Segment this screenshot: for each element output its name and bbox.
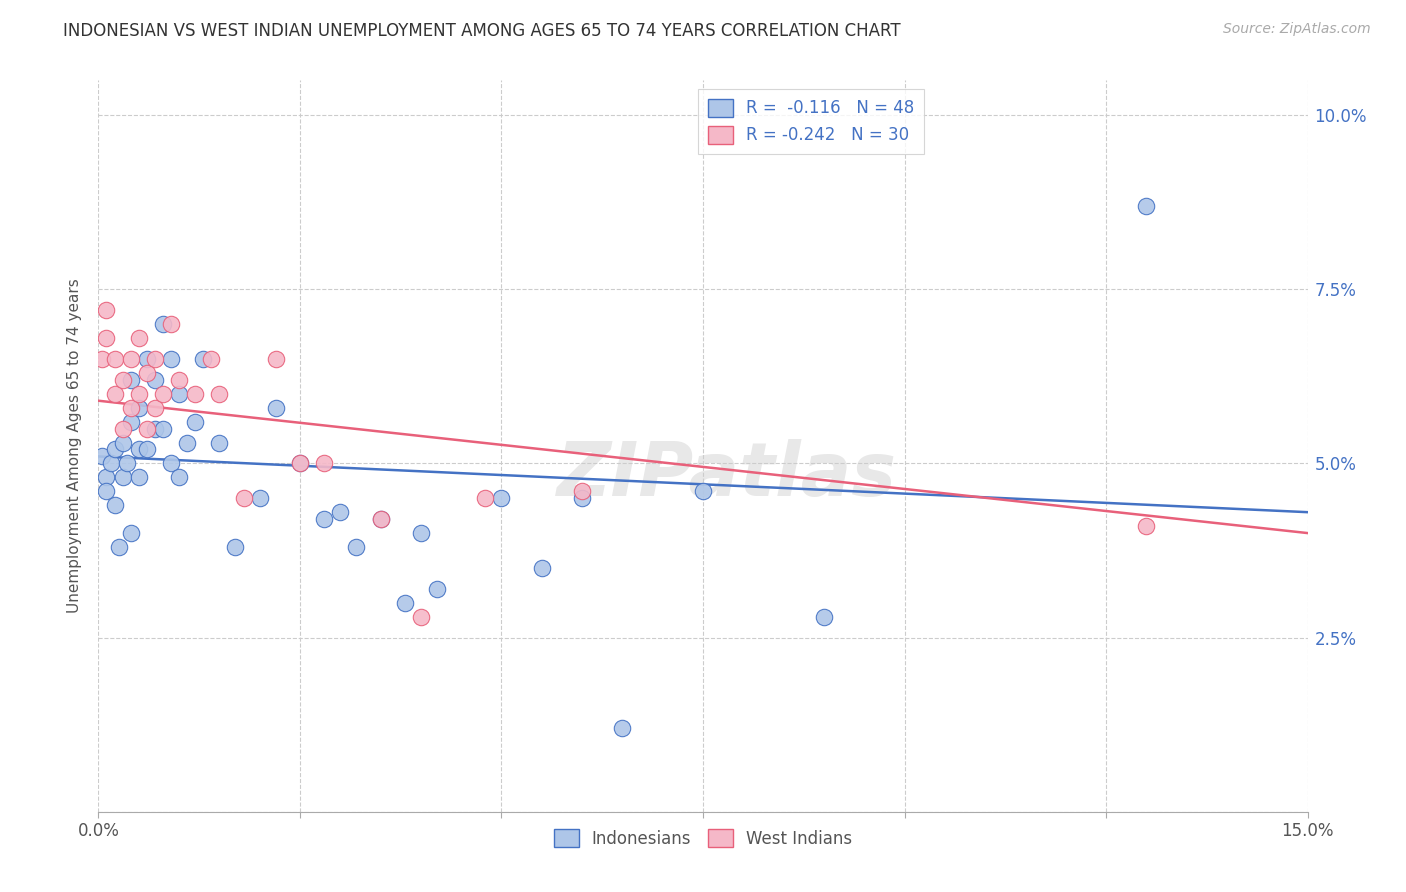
Point [208, 435, 231, 450]
Point [612, 721, 634, 735]
Point [107, 540, 129, 554]
Point [314, 457, 336, 471]
Point [288, 457, 311, 471]
Point [152, 421, 174, 435]
Point [264, 401, 287, 415]
Point [184, 386, 207, 401]
Point [111, 421, 134, 435]
Point [426, 582, 449, 596]
Point [120, 401, 142, 415]
Point [232, 491, 254, 506]
Point [152, 386, 174, 401]
Point [249, 491, 271, 506]
Point [120, 373, 142, 387]
Point [91, 450, 114, 464]
Point [692, 484, 714, 499]
Point [143, 401, 166, 415]
Point [120, 351, 142, 366]
Y-axis label: Unemployment Among Ages 65 to 74 years: Unemployment Among Ages 65 to 74 years [67, 278, 83, 614]
Point [1135, 519, 1157, 533]
Point [128, 331, 150, 345]
Point [176, 435, 198, 450]
Point [128, 386, 150, 401]
Point [103, 442, 125, 457]
Point [96, 470, 118, 484]
Point [224, 540, 246, 554]
Point [160, 351, 183, 366]
Point [264, 351, 287, 366]
Point [160, 317, 183, 331]
Legend: Indonesians, West Indians: Indonesians, West Indians [547, 822, 859, 855]
Point [128, 442, 150, 457]
Point [128, 470, 150, 484]
Point [135, 366, 157, 380]
Point [1135, 199, 1157, 213]
Point [115, 457, 138, 471]
Point [135, 351, 157, 366]
Point [167, 386, 190, 401]
Point [314, 512, 336, 526]
Point [208, 386, 231, 401]
Point [135, 442, 157, 457]
Point [100, 457, 122, 471]
Point [193, 351, 215, 366]
Point [813, 609, 835, 624]
Point [135, 421, 157, 435]
Point [200, 351, 222, 366]
Point [394, 596, 416, 610]
Point [103, 386, 125, 401]
Point [120, 415, 142, 429]
Point [370, 512, 392, 526]
Text: ZIPatlas: ZIPatlas [557, 439, 897, 512]
Point [143, 351, 166, 366]
Point [96, 331, 118, 345]
Point [370, 512, 392, 526]
Point [91, 351, 114, 366]
Point [571, 484, 593, 499]
Point [409, 609, 432, 624]
Point [329, 505, 352, 519]
Point [571, 491, 593, 506]
Point [128, 401, 150, 415]
Point [103, 351, 125, 366]
Point [344, 540, 367, 554]
Point [111, 435, 134, 450]
Text: INDONESIAN VS WEST INDIAN UNEMPLOYMENT AMONG AGES 65 TO 74 YEARS CORRELATION CHA: INDONESIAN VS WEST INDIAN UNEMPLOYMENT A… [63, 22, 901, 40]
Point [96, 303, 118, 318]
Point [409, 526, 432, 541]
Point [103, 498, 125, 512]
Point [288, 457, 311, 471]
Point [111, 373, 134, 387]
Point [111, 470, 134, 484]
Point [152, 317, 174, 331]
Point [530, 561, 553, 575]
Point [160, 457, 183, 471]
Point [96, 484, 118, 499]
Point [184, 415, 207, 429]
Point [143, 373, 166, 387]
Point [474, 491, 496, 506]
Point [143, 421, 166, 435]
Text: Source: ZipAtlas.com: Source: ZipAtlas.com [1223, 22, 1371, 37]
Point [120, 526, 142, 541]
Point [167, 470, 190, 484]
Point [167, 373, 190, 387]
Point [491, 491, 513, 506]
